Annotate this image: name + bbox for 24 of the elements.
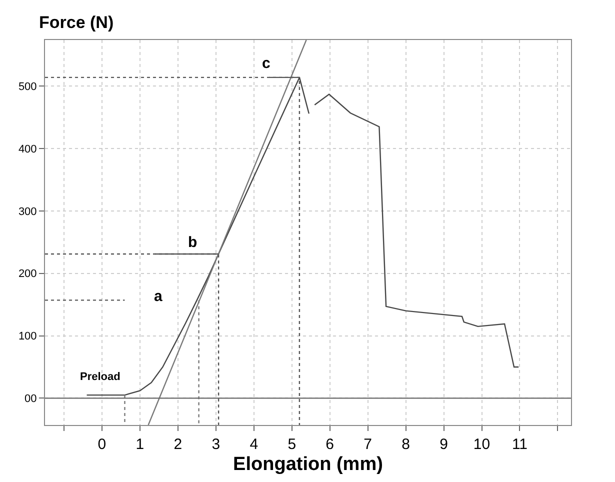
x-tick-label: 2	[174, 436, 182, 453]
y-tick-label: 500	[18, 81, 37, 94]
x-tick-label: 8	[402, 436, 410, 453]
annotation: b	[188, 234, 198, 251]
y-tick-label: 400	[18, 143, 37, 156]
annotation: a	[154, 288, 163, 305]
y-tick-label: 300	[18, 206, 37, 218]
x-tick-label: 6	[326, 436, 334, 453]
x-tick-label: 9	[440, 436, 448, 453]
annotation: Preload	[80, 371, 120, 383]
x-tick-label: 10	[473, 436, 490, 453]
annotation: c	[262, 55, 270, 72]
x-tick-label: 11	[512, 436, 528, 453]
x-axis-title: Elongation (mm)	[233, 454, 383, 475]
x-tick-label: 7	[364, 436, 372, 453]
x-tick-label: 3	[212, 436, 220, 453]
x-tick-label: 1	[136, 436, 144, 453]
y-tick-label: 100	[18, 330, 37, 343]
x-tick-label: 5	[288, 436, 296, 453]
x-tick-label: 0	[98, 436, 106, 453]
x-tick-label: 4	[250, 436, 258, 453]
y-axis-title: Force (N)	[39, 13, 114, 32]
y-tick-label: 00	[24, 393, 37, 406]
y-tick-label: 200	[18, 268, 37, 280]
